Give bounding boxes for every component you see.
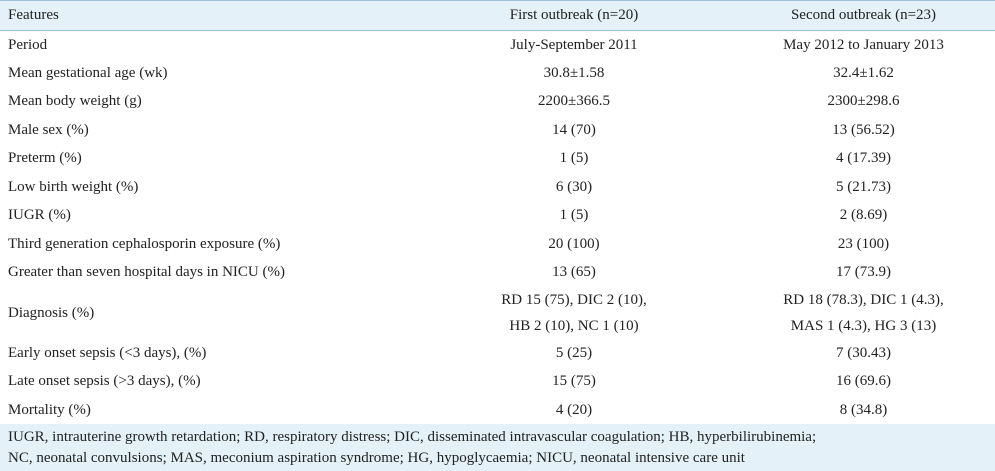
cell-line: RD 18 (78.3), DIC 1 (4.3), [783, 292, 944, 308]
footnote: IUGR, intrauterine growth retardation; R… [0, 424, 995, 471]
table-cell: 15 (75) [552, 373, 596, 390]
table-cell: 30.8±1.58 [543, 64, 605, 81]
table-cell: 17 (73.9) [836, 264, 891, 281]
table-cell: Mean gestational age (wk) [8, 64, 168, 81]
table-row: Third generation cephalosporin exposure … [0, 230, 995, 259]
footnote-line: IUGR, intrauterine growth retardation; R… [8, 429, 817, 445]
table-cell: Greater than seven hospital days in NICU… [8, 264, 286, 281]
table-row: Period July-September 2011 May 2012 to Jan… [0, 31, 995, 60]
table-cell: 2 (8.69) [839, 207, 888, 224]
table-cell: IUGR (%) [8, 207, 71, 224]
table-cell: 4 (17.39) [836, 150, 891, 167]
table-cell: 4 (20) [555, 401, 593, 418]
table-cell: RD 15 (75), DIC 2 (10), HB 2 (10), NC 1 (… [416, 287, 732, 339]
table-cell: RD 18 (78.3), DIC 1 (4.3), MAS 1 (4.3), H… [732, 287, 995, 339]
table-cell: 16 (69.6) [836, 373, 891, 390]
table-cell: 5 (25) [555, 344, 593, 361]
footnote-line: NC, neonatal convulsions; MAS, meconium … [8, 450, 745, 466]
table-cell: 20 (100) [548, 235, 600, 252]
table-cell: Mortality (%) [8, 401, 91, 418]
table-cell: 2300±298.6 [827, 93, 900, 110]
table-row: Late onset sepsis (>3 days), (%) 15 (75) 1… [0, 368, 995, 397]
cell-line: RD 15 (75), DIC 2 (10), [501, 292, 647, 308]
table-row: Mortality (%) 4 (20) 8 (34.8) [0, 396, 995, 425]
table-cell: 7 (30.43) [836, 344, 891, 361]
cell-line: HB 2 (10), NC 1 (10) [509, 318, 639, 334]
table-cell: 13 (56.52) [832, 121, 895, 138]
header-row: Features First outbreak (n=20) Second outb… [0, 0, 995, 31]
table-row: Preterm (%) 1 (5) 4 (17.39) [0, 145, 995, 174]
table-cell: Low birth weight (%) [8, 178, 139, 195]
table-row: IUGR (%) 1 (5) 2 (8.69) [0, 202, 995, 231]
table-cell: Late onset sepsis (>3 days), (%) [8, 373, 201, 390]
table-cell: 13 (65) [552, 264, 596, 281]
table-row: Diagnosis (%) RD 15 (75), DIC 2 (10), HB 2… [0, 287, 995, 339]
table-cell: 5 (21.73) [836, 178, 891, 195]
header-cell: Second outbreak (n=23) [790, 7, 937, 23]
table-row: Greater than seven hospital days in NICU… [0, 259, 995, 288]
table-cell: 14 (70) [552, 121, 596, 138]
table-cell: 8 (34.8) [839, 401, 888, 418]
table-cell: 1 (5) [559, 150, 589, 167]
header-cell: First outbreak (n=20) [509, 7, 639, 23]
table-cell: Mean body weight (g) [8, 93, 142, 110]
table-cell: 32.4±1.62 [833, 64, 894, 81]
table-cell: Preterm (%) [8, 150, 82, 167]
table-body: Period July-September 2011 May 2012 to Jan… [0, 31, 995, 425]
data-table: Features First outbreak (n=20) Second outb… [0, 0, 995, 425]
cell-line: MAS 1 (4.3), HG 3 (13) [790, 318, 937, 334]
table-row: Male sex (%) 14 (70) 13 (56.52) [0, 116, 995, 145]
table-cell: Diagnosis (%) [8, 304, 95, 321]
table-cell: 2200±366.5 [538, 93, 610, 110]
table-cell: Period [8, 36, 48, 53]
table-cell: May 2012 to January 2013 [783, 36, 944, 53]
table-cell: 23 (100) [837, 235, 890, 252]
table-cell: 1 (5) [559, 207, 589, 224]
header-cell: Features [8, 7, 59, 23]
table-cell: Third generation cephalosporin exposure … [8, 235, 281, 252]
table-row: Early onset sepsis (<3 days), (%) 5 (25) 7… [0, 339, 995, 368]
table-cell: Male sex (%) [8, 121, 89, 138]
table-row: Mean body weight (g) 2200±366.5 2300±298.6 [0, 88, 995, 117]
table-cell: 6 (30) [555, 178, 593, 195]
table-row: Mean gestational age (wk) 30.8±1.58 32.4±1… [0, 59, 995, 88]
table-row: Low birth weight (%) 6 (30) 5 (21.73) [0, 173, 995, 202]
table-cell: Early onset sepsis (<3 days), (%) [8, 344, 207, 361]
table-cell: July-September 2011 [510, 36, 638, 53]
